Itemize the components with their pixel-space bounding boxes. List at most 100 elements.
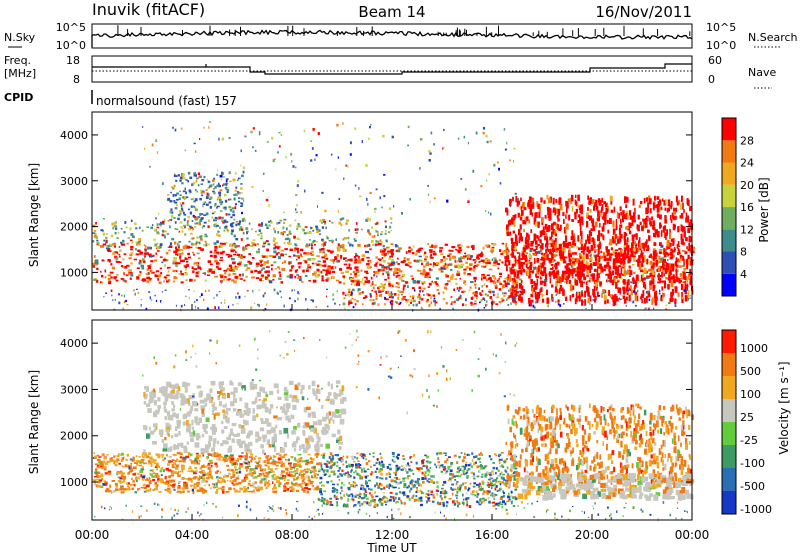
echo-cell bbox=[294, 276, 297, 279]
echo-cell bbox=[228, 468, 231, 471]
echo-cell bbox=[187, 256, 192, 259]
echo-cell bbox=[609, 195, 613, 202]
echo-cell bbox=[682, 289, 684, 292]
echo-cell bbox=[635, 233, 638, 240]
echo-cell bbox=[253, 302, 256, 305]
echo-cell bbox=[546, 226, 549, 233]
echo-cell bbox=[170, 218, 173, 221]
echo-cell bbox=[130, 245, 134, 249]
echo-cell bbox=[116, 251, 119, 255]
echo-cell bbox=[254, 149, 257, 152]
echo-cell bbox=[208, 243, 210, 246]
echo-cell bbox=[238, 261, 242, 264]
echo-cell bbox=[323, 498, 326, 501]
echo-cell bbox=[211, 454, 216, 457]
echo-cell bbox=[304, 226, 308, 228]
echo-cell bbox=[456, 287, 459, 290]
echo-cell bbox=[671, 201, 673, 207]
echo-cell bbox=[609, 294, 613, 298]
echo-cell bbox=[361, 278, 364, 281]
echo-cell bbox=[672, 242, 675, 247]
echo-cell bbox=[434, 303, 436, 307]
echo-cell bbox=[385, 246, 390, 249]
echo-cell bbox=[525, 237, 528, 243]
echo-cell bbox=[183, 197, 186, 200]
echo-cell bbox=[639, 243, 643, 249]
echo-cell bbox=[504, 259, 507, 266]
echo-cell bbox=[330, 251, 333, 254]
echo-cell bbox=[374, 284, 377, 286]
echo-cell bbox=[122, 307, 124, 310]
echo-cell bbox=[255, 265, 259, 268]
echo-cell bbox=[418, 301, 421, 304]
echo-cell bbox=[342, 291, 345, 295]
echo-cell bbox=[295, 208, 297, 211]
echo-cell bbox=[248, 482, 251, 485]
echo-cell bbox=[538, 291, 541, 296]
echo-cell bbox=[124, 280, 127, 283]
echo-cell bbox=[293, 464, 297, 468]
echo-cell bbox=[504, 256, 506, 259]
echo-cell bbox=[111, 480, 115, 482]
echo-cell bbox=[162, 259, 167, 262]
echo-cell bbox=[680, 284, 684, 291]
echo-cell bbox=[322, 244, 325, 248]
echo-cell bbox=[568, 267, 570, 273]
echo-cell bbox=[405, 251, 408, 254]
echo-cell bbox=[142, 279, 145, 282]
echo-cell bbox=[365, 272, 369, 275]
echo-cell bbox=[661, 257, 665, 259]
echo-cell bbox=[238, 467, 241, 470]
echo-cell bbox=[367, 137, 370, 140]
echo-cell bbox=[351, 280, 355, 283]
echo-cell bbox=[595, 199, 598, 207]
echo-cell bbox=[261, 268, 263, 272]
echo-cell bbox=[447, 280, 451, 283]
echo-cell bbox=[600, 263, 602, 270]
echo-cell bbox=[268, 220, 271, 223]
echo-cell bbox=[232, 304, 234, 306]
echo-cell bbox=[204, 233, 207, 236]
echo-cell bbox=[268, 471, 273, 473]
echo-cell bbox=[434, 301, 438, 304]
echo-cell bbox=[390, 299, 394, 303]
echo-cell bbox=[508, 289, 510, 292]
echo-cell bbox=[307, 258, 312, 261]
echo-cell bbox=[267, 274, 270, 277]
echo-cell bbox=[669, 242, 672, 247]
echo-cell bbox=[505, 255, 509, 261]
echo-cell bbox=[301, 487, 306, 490]
echo-cell bbox=[355, 270, 360, 274]
echo-cell bbox=[597, 216, 600, 222]
echo-cell bbox=[153, 259, 158, 262]
echo-cell bbox=[687, 248, 690, 252]
echo-cell bbox=[131, 459, 135, 462]
echo-cell bbox=[599, 263, 601, 269]
echo-cell bbox=[197, 264, 200, 267]
echo-cell bbox=[469, 257, 472, 261]
echo-cell bbox=[637, 289, 639, 293]
echo-cell bbox=[618, 256, 621, 263]
echo-cell bbox=[203, 221, 207, 224]
echo-cell bbox=[200, 293, 203, 296]
echo-cell bbox=[256, 475, 261, 477]
echo-cell bbox=[456, 490, 459, 494]
echo-cell bbox=[301, 482, 305, 485]
echo-cell bbox=[643, 277, 646, 281]
echo-cell bbox=[649, 208, 652, 214]
echo-cell bbox=[119, 481, 122, 484]
echo-cell bbox=[378, 470, 380, 474]
echo-cell bbox=[549, 248, 552, 255]
echo-cell bbox=[228, 273, 231, 277]
echo-cell bbox=[572, 261, 576, 264]
echo-cell bbox=[258, 464, 262, 467]
echo-cell bbox=[276, 481, 280, 483]
echo-cell bbox=[209, 196, 213, 200]
echo-cell bbox=[303, 129, 306, 133]
echo-cell bbox=[483, 307, 486, 309]
echo-cell bbox=[160, 300, 162, 303]
echo-cell bbox=[188, 208, 191, 211]
echo-cell bbox=[633, 290, 635, 293]
echo-cell bbox=[683, 242, 685, 246]
echo-cell bbox=[289, 297, 291, 300]
